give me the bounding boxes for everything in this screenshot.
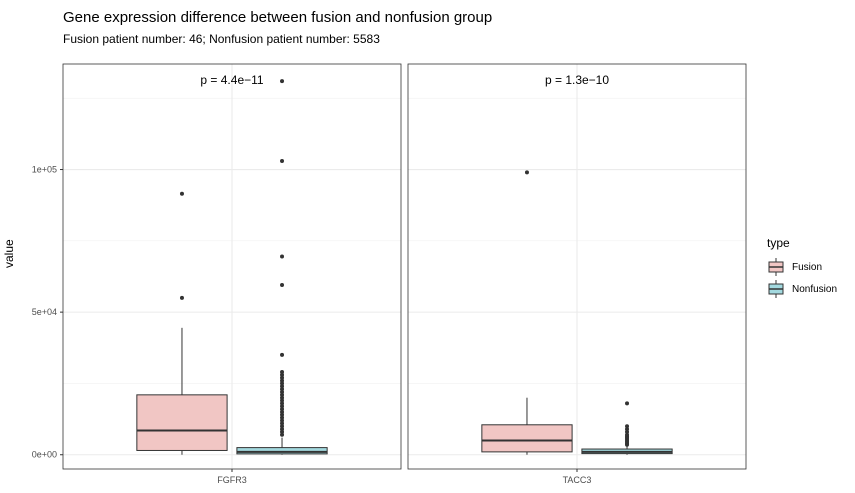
fgfr3-fusion-outlier [179, 295, 184, 300]
tacc3-nonfusion-outlier [625, 427, 630, 432]
fgfr3-nonfusion-outlier [280, 384, 285, 389]
tacc3-fusion-box [481, 424, 573, 453]
fgfr3-nonfusion-outlier [280, 283, 285, 288]
fgfr3-nonfusion-outlier [280, 395, 285, 400]
chart-title: Gene expression difference between fusio… [63, 9, 493, 26]
y-tick-label: 1e+05 [32, 165, 57, 175]
y-tick-label: 5e+04 [32, 307, 57, 317]
legend: type Fusion Nonfusion [767, 236, 837, 300]
pvalue-label-tacc3: p = 1.3e−10 [545, 73, 609, 87]
fgfr3-nonfusion-outlier [280, 404, 285, 409]
legend-key-nonfusion [767, 280, 785, 298]
fgfr3-nonfusion-outlier [280, 254, 285, 259]
fgfr3-nonfusion-outlier [280, 398, 285, 403]
fgfr3-nonfusion-box [236, 447, 328, 455]
fgfr3-fusion-outlier [179, 191, 184, 196]
fgfr3-nonfusion-outlier [280, 412, 285, 417]
fgfr3-nonfusion-outlier [280, 401, 285, 406]
fgfr3-nonfusion-outlier [280, 370, 285, 375]
fgfr3-nonfusion-outlier [280, 424, 285, 429]
x-tick-label-tacc3: TACC3 [563, 475, 592, 485]
fgfr3-nonfusion-outlier [280, 389, 285, 394]
tacc3-nonfusion-outlier [625, 429, 630, 434]
fgfr3-fusion-box [136, 394, 228, 451]
fgfr3-nonfusion-outlier [280, 432, 285, 437]
legend-item-nonfusion: Nonfusion [767, 278, 837, 300]
fgfr3-nonfusion-outlier [280, 352, 285, 357]
fgfr3-nonfusion-outlier [280, 392, 285, 397]
tacc3-nonfusion-outlier [625, 432, 630, 437]
legend-label-nonfusion: Nonfusion [792, 283, 838, 295]
fgfr3-nonfusion-outlier [280, 429, 285, 434]
fgfr3-nonfusion-outlier [280, 158, 285, 163]
tacc3-nonfusion-outlier [625, 401, 630, 406]
legend-item-fusion: Fusion [767, 256, 837, 278]
fgfr3-nonfusion-outlier [280, 409, 285, 414]
legend-label-fusion: Fusion [792, 261, 823, 273]
pvalue-label-fgfr3: p = 4.4e−11 [200, 73, 263, 87]
fgfr3-nonfusion-outlier [280, 407, 285, 412]
tacc3-fusion-outlier [524, 170, 529, 175]
fgfr3-nonfusion-outlier [280, 387, 285, 392]
y-tick-label: 0e+00 [32, 450, 57, 460]
chart-subtitle: Fusion patient number: 46; Nonfusion pat… [63, 32, 380, 46]
fgfr3-nonfusion-outlier [280, 415, 285, 420]
fgfr3-nonfusion-outlier [280, 378, 285, 383]
x-tick-label-fgfr3: FGFR3 [217, 475, 247, 485]
fgfr3-nonfusion-outlier [280, 375, 285, 380]
fgfr3-nonfusion-outlier [280, 421, 285, 426]
fgfr3-nonfusion-outlier [280, 372, 285, 377]
fgfr3-nonfusion-outlier [280, 381, 285, 386]
legend-title: type [767, 236, 790, 250]
fgfr3-nonfusion-outlier [280, 418, 285, 423]
fgfr3-nonfusion-outlier [280, 427, 285, 432]
tacc3-nonfusion-outlier [625, 424, 630, 429]
fgfr3-nonfusion-outlier [280, 79, 285, 84]
legend-key-fusion [767, 258, 785, 276]
